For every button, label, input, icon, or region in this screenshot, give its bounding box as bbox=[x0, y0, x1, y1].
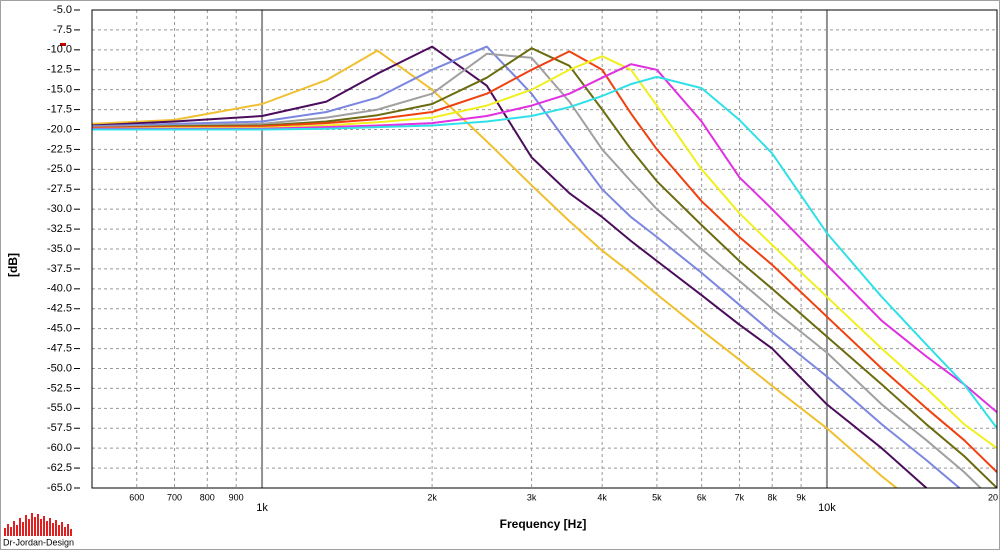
y-tick-label: -17.5 bbox=[47, 103, 72, 115]
y-tick-label: -47.5 bbox=[47, 342, 72, 354]
y-tick-label: -12.5 bbox=[47, 64, 72, 76]
y-tick-label: -25.0 bbox=[47, 163, 72, 175]
x-tick-label: 2k bbox=[427, 492, 437, 502]
x-tick-label: 9k bbox=[796, 492, 806, 502]
series-line bbox=[92, 45, 928, 488]
y-tick-label: -37.5 bbox=[47, 263, 72, 275]
x-tick-label: 800 bbox=[200, 492, 215, 502]
y-tick-label: -40.0 bbox=[47, 283, 72, 295]
x-tick-label: 3k bbox=[527, 492, 537, 502]
y-tick-label: -62.5 bbox=[47, 462, 72, 474]
x-tick-label: 900 bbox=[229, 492, 244, 502]
series-line bbox=[92, 75, 997, 429]
x-tick-label: 4k bbox=[597, 492, 607, 502]
series-line bbox=[92, 45, 962, 488]
y-tick-label: -35.0 bbox=[47, 243, 72, 255]
series-line bbox=[92, 52, 983, 488]
y-tick-label: -55.0 bbox=[47, 402, 72, 414]
y-tick-label: -30.0 bbox=[47, 203, 72, 215]
logo-text: Dr-Jordan-Design bbox=[3, 537, 74, 547]
x-tick-label: 20 bbox=[988, 492, 998, 502]
x-tick-label: 1k bbox=[256, 502, 268, 514]
y-tick-label: -27.5 bbox=[47, 183, 72, 195]
y-tick-label: -45.0 bbox=[47, 323, 72, 335]
y-tick-label: -50.0 bbox=[47, 362, 72, 374]
y-tick-label: -10.0 bbox=[47, 44, 72, 56]
x-tick-label: 600 bbox=[129, 492, 144, 502]
x-tick-label: 8k bbox=[767, 492, 777, 502]
y-tick-label: -52.5 bbox=[47, 382, 72, 394]
y-tick-label: -7.5 bbox=[53, 24, 72, 36]
y-tick-label: -20.0 bbox=[47, 123, 72, 135]
y-tick-label: -5.0 bbox=[53, 4, 72, 16]
x-tick-label: 10k bbox=[818, 502, 836, 514]
y-tick-label: -32.5 bbox=[47, 223, 72, 235]
series-line bbox=[92, 50, 997, 473]
y-tick-label: -42.5 bbox=[47, 303, 72, 315]
lines bbox=[92, 45, 997, 488]
y-tick-label: -22.5 bbox=[47, 143, 72, 155]
series-line bbox=[92, 47, 997, 488]
series-line bbox=[92, 55, 997, 450]
plot-border bbox=[91, 9, 998, 489]
series-line bbox=[92, 49, 899, 488]
y-tick-label: -65.0 bbox=[47, 482, 72, 494]
grid bbox=[92, 9, 997, 489]
series-line bbox=[92, 63, 997, 414]
marker bbox=[60, 43, 66, 46]
y-tick-label: -57.5 bbox=[47, 422, 72, 434]
x-tick-label: 7k bbox=[735, 492, 745, 502]
x-tick-label: 5k bbox=[652, 492, 662, 502]
y-tick-label: -60.0 bbox=[47, 442, 72, 454]
logo-bars bbox=[4, 513, 72, 536]
y-axis-label: [dB] bbox=[6, 253, 20, 277]
x-axis-label: Frequency [Hz] bbox=[500, 517, 587, 531]
x-tick-label: 700 bbox=[167, 492, 182, 502]
y-tick-label: -15.0 bbox=[47, 84, 72, 96]
x-tick-label: 6k bbox=[697, 492, 707, 502]
